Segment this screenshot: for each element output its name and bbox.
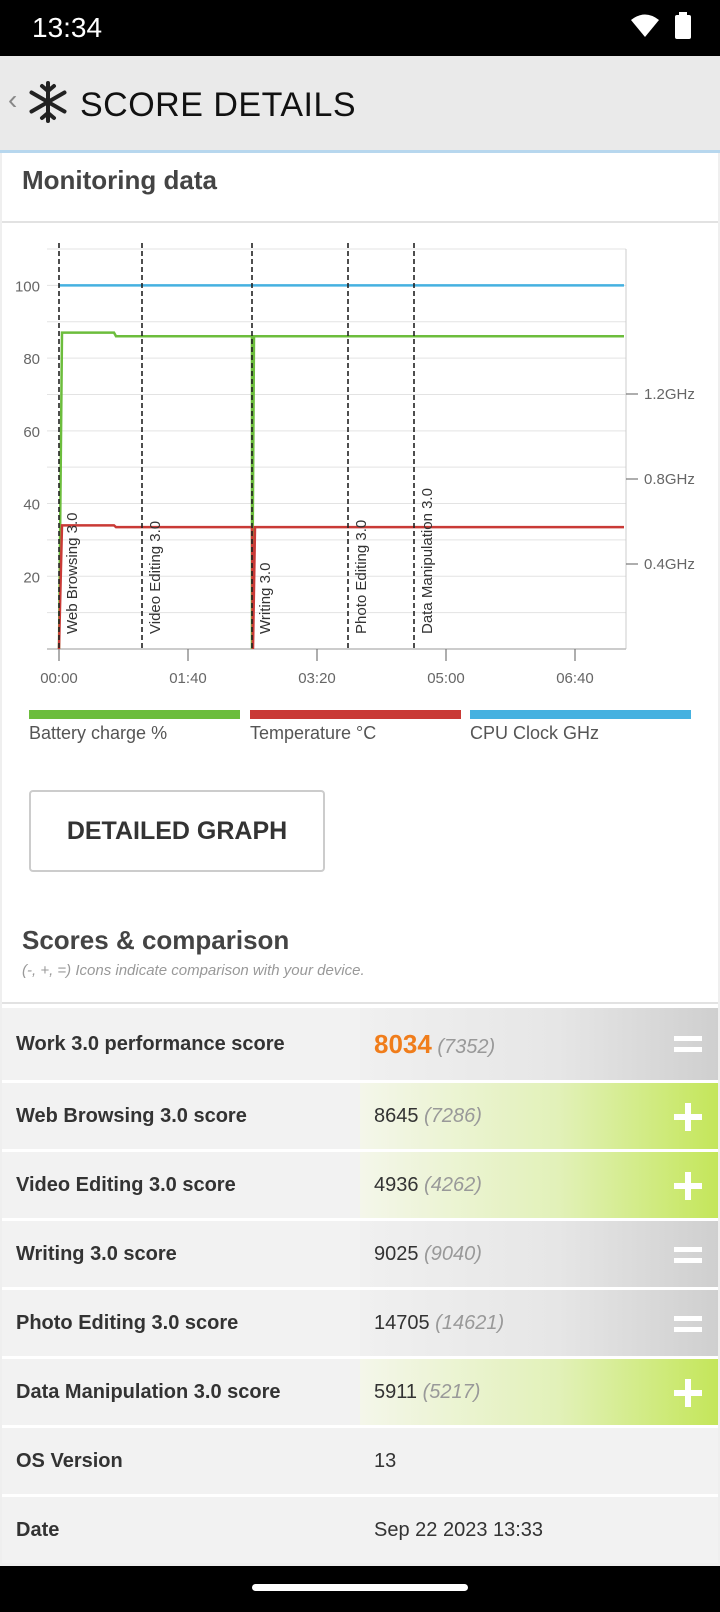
score-label: Date: [16, 1519, 60, 1541]
status-icons: [630, 12, 692, 40]
scores-title: Scores & comparison: [22, 925, 290, 955]
legend-temperature-swatch: [250, 710, 461, 719]
y2-tick-label: 0.8GHz: [644, 471, 695, 488]
y2-tick-label: 1.2GHz: [644, 386, 695, 403]
legend-cpu: CPU Clock GHz: [470, 710, 691, 750]
score-value-cell: 4936 (4262): [360, 1152, 718, 1218]
score-value: 13: [374, 1450, 397, 1472]
legend-temperature-label: Temperature °C: [250, 723, 377, 743]
legend-cpu-swatch: [470, 710, 691, 719]
score-label: OS Version: [16, 1450, 123, 1472]
legend-cpu-label: CPU Clock GHz: [470, 723, 600, 743]
y-tick-label: 80: [23, 351, 40, 368]
comparison-score: (7286): [418, 1105, 482, 1127]
y2-tick-label: 0.4GHz: [644, 556, 695, 573]
status-bar: 13:34: [0, 0, 720, 56]
legend-temperature: Temperature °C: [250, 710, 461, 750]
score-value: Sep 22 2023 13:33: [374, 1519, 544, 1541]
x-tick-label: 06:40: [556, 670, 594, 687]
score-value-cell: Sep 22 2023 13:33: [360, 1497, 718, 1563]
app-bar: ‹ SCORE DETAILS: [0, 56, 720, 153]
score-label: Data Manipulation 3.0 score: [16, 1381, 281, 1403]
detailed-graph-button[interactable]: DETAILED GRAPH: [29, 790, 325, 872]
wifi-icon: [631, 14, 659, 37]
score-row: Web Browsing 3.0 score 8645 (7286): [2, 1083, 718, 1149]
score-row: OS Version 13: [2, 1428, 718, 1494]
score-value-cell: 14705 (14621): [360, 1290, 718, 1356]
score-value-cell: 5911 (5217): [360, 1359, 718, 1425]
score-value: 14705 (14621): [374, 1312, 505, 1334]
plus-icon: [674, 1172, 702, 1200]
scores-table: Work 3.0 performance score 8034 (7352) Web…: [2, 1008, 718, 1566]
score-row: Writing 3.0 score 9025 (9040): [2, 1221, 718, 1287]
score-value-cell: 8034 (7352): [360, 1008, 718, 1080]
home-gesture-handle[interactable]: [252, 1584, 468, 1591]
comparison-score: (9040): [418, 1243, 482, 1265]
temperature-line: [57, 524, 624, 650]
comparison-score: (5217): [417, 1381, 481, 1403]
battery-line: [57, 331, 624, 650]
phase-marker-label: Photo Editing 3.0: [353, 520, 370, 634]
y-tick-label: 60: [23, 424, 40, 441]
score-row: Work 3.0 performance score 8034 (7352): [2, 1008, 718, 1080]
divider: [2, 1002, 718, 1004]
score-value: 8034 (7352): [374, 1029, 496, 1059]
score-row: Date Sep 22 2023 13:33: [2, 1497, 718, 1563]
x-tick-label: 03:20: [298, 670, 336, 687]
navigation-bar: [0, 1566, 720, 1612]
back-icon[interactable]: ‹: [8, 84, 18, 115]
comparison-score: (4262): [418, 1174, 482, 1196]
score-label: Web Browsing 3.0 score: [16, 1105, 247, 1127]
comparison-score: (7352): [431, 1036, 496, 1058]
score-value-cell: 9025 (9040): [360, 1221, 718, 1287]
equal-icon: [674, 1247, 702, 1263]
monitoring-title: Monitoring data: [22, 165, 217, 195]
y-tick-label: 100: [15, 278, 40, 295]
legend-battery-swatch: [29, 710, 240, 719]
score-row: Data Manipulation 3.0 score 5911 (5217): [2, 1359, 718, 1425]
battery-icon: [675, 12, 691, 39]
score-label: Work 3.0 performance score: [16, 1033, 285, 1055]
phase-marker-label: Video Editing 3.0: [147, 521, 164, 634]
plus-icon: [674, 1379, 702, 1407]
legend-battery: Battery charge %: [29, 710, 240, 750]
legend-battery-label: Battery charge %: [29, 723, 168, 743]
phase-marker-label: Data Manipulation 3.0: [419, 488, 436, 634]
score-value-cell: 13: [360, 1428, 718, 1494]
y-tick-label: 40: [23, 497, 40, 514]
page-title: SCORE DETAILS: [80, 86, 357, 124]
score-row: Video Editing 3.0 score 4936 (4262): [2, 1152, 718, 1218]
plus-icon: [674, 1103, 702, 1131]
divider: [2, 221, 718, 223]
x-tick-label: 05:00: [427, 670, 465, 687]
monitoring-chart: 20 40 60 80 100 0.4GHz 0.8GHz 1.2GHz 00:00 01:40 0…: [15, 243, 695, 687]
snowflake-logo-icon: [29, 81, 67, 123]
equal-icon: [674, 1036, 702, 1052]
scores-subtitle: (-, +, =) Icons indicate comparison with…: [22, 962, 365, 979]
y-tick-label: 20: [23, 569, 40, 586]
score-label: Writing 3.0 score: [16, 1243, 177, 1265]
score-value: 8645 (7286): [374, 1105, 482, 1127]
x-tick-label: 00:00: [40, 670, 78, 687]
equal-icon: [674, 1316, 702, 1332]
x-tick-label: 01:40: [169, 670, 207, 687]
score-row: Photo Editing 3.0 score 14705 (14621): [2, 1290, 718, 1356]
score-value: 4936 (4262): [374, 1174, 482, 1196]
phase-marker-label: Web Browsing 3.0: [64, 513, 81, 634]
score-value: 9025 (9040): [374, 1243, 482, 1265]
score-label: Video Editing 3.0 score: [16, 1174, 236, 1196]
phase-marker-label: Writing 3.0: [257, 563, 274, 634]
score-value: 5911 (5217): [374, 1381, 481, 1403]
status-time: 13:34: [32, 12, 103, 43]
comparison-score: (14621): [429, 1312, 505, 1334]
score-value-cell: 8645 (7286): [360, 1083, 718, 1149]
score-label: Photo Editing 3.0 score: [16, 1312, 239, 1334]
